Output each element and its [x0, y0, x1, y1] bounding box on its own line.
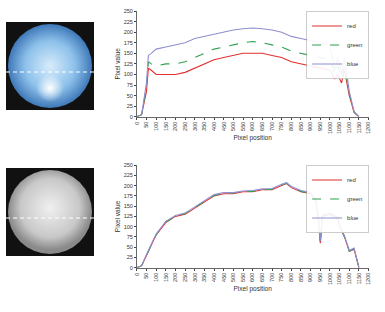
svg-text:450: 450 — [221, 273, 227, 282]
svg-text:250: 250 — [124, 162, 133, 168]
svg-text:50: 50 — [127, 244, 133, 250]
svg-text:50: 50 — [143, 122, 149, 128]
svg-text:Pixel position: Pixel position — [234, 285, 273, 293]
svg-text:Pixel value: Pixel value — [114, 48, 121, 80]
svg-text:450: 450 — [221, 122, 227, 131]
svg-text:700: 700 — [269, 122, 275, 131]
svg-text:50: 50 — [127, 93, 133, 99]
svg-text:1050: 1050 — [336, 122, 342, 134]
svg-text:750: 750 — [278, 273, 284, 282]
svg-text:100: 100 — [124, 224, 133, 230]
svg-text:blue: blue — [347, 61, 359, 67]
svg-text:400: 400 — [211, 273, 217, 282]
svg-text:blue: blue — [347, 215, 359, 221]
svg-text:0: 0 — [134, 122, 140, 125]
svg-text:250: 250 — [182, 122, 188, 131]
svg-text:800: 800 — [288, 273, 294, 282]
svg-text:200: 200 — [124, 183, 133, 189]
svg-text:150: 150 — [124, 50, 133, 56]
svg-text:red: red — [347, 177, 356, 183]
svg-text:75: 75 — [127, 234, 133, 240]
svg-text:900: 900 — [307, 273, 313, 282]
svg-text:125: 125 — [124, 61, 133, 67]
svg-text:125: 125 — [124, 213, 133, 219]
svg-text:25: 25 — [127, 103, 133, 109]
svg-text:550: 550 — [240, 273, 246, 282]
svg-text:green: green — [347, 196, 362, 202]
svg-text:225: 225 — [124, 172, 133, 178]
svg-text:0: 0 — [130, 114, 133, 120]
svg-text:900: 900 — [307, 122, 313, 131]
svg-text:800: 800 — [288, 122, 294, 131]
svg-text:250: 250 — [182, 273, 188, 282]
svg-text:200: 200 — [172, 122, 178, 131]
svg-text:200: 200 — [124, 29, 133, 35]
svg-text:0: 0 — [130, 265, 133, 271]
svg-text:0: 0 — [134, 273, 140, 276]
svg-text:400: 400 — [211, 122, 217, 131]
svg-text:250: 250 — [124, 8, 133, 14]
svg-text:1200: 1200 — [365, 273, 371, 285]
svg-text:225: 225 — [124, 19, 133, 25]
svg-text:300: 300 — [192, 122, 198, 131]
svg-text:1100: 1100 — [346, 122, 352, 134]
svg-text:600: 600 — [249, 122, 255, 131]
svg-text:25: 25 — [127, 254, 133, 260]
svg-text:150: 150 — [124, 203, 133, 209]
svg-text:50: 50 — [143, 273, 149, 279]
svg-text:100: 100 — [124, 71, 133, 77]
svg-text:red: red — [347, 23, 356, 29]
svg-text:650: 650 — [259, 122, 265, 131]
svg-text:500: 500 — [230, 273, 236, 282]
svg-text:150: 150 — [163, 122, 169, 131]
svg-text:150: 150 — [163, 273, 169, 282]
svg-text:850: 850 — [298, 273, 304, 282]
svg-text:75: 75 — [127, 82, 133, 88]
svg-text:950: 950 — [317, 122, 323, 131]
svg-text:1100: 1100 — [346, 273, 352, 285]
svg-text:Pixel value: Pixel value — [114, 200, 121, 232]
svg-text:100: 100 — [153, 122, 159, 131]
svg-text:550: 550 — [240, 122, 246, 131]
svg-text:350: 350 — [201, 273, 207, 282]
svg-text:950: 950 — [317, 273, 323, 282]
svg-text:650: 650 — [259, 273, 265, 282]
svg-text:1200: 1200 — [365, 122, 371, 134]
svg-text:Pixel position: Pixel position — [234, 134, 273, 142]
svg-text:green: green — [347, 42, 362, 48]
svg-text:850: 850 — [298, 122, 304, 131]
svg-text:700: 700 — [269, 273, 275, 282]
svg-text:1150: 1150 — [356, 122, 362, 134]
svg-text:1000: 1000 — [327, 122, 333, 134]
svg-text:200: 200 — [172, 273, 178, 282]
svg-text:350: 350 — [201, 122, 207, 131]
svg-text:1050: 1050 — [336, 273, 342, 285]
svg-text:600: 600 — [249, 273, 255, 282]
svg-text:750: 750 — [278, 122, 284, 131]
svg-text:300: 300 — [192, 273, 198, 282]
svg-text:100: 100 — [153, 273, 159, 282]
svg-text:1000: 1000 — [327, 273, 333, 285]
svg-text:175: 175 — [124, 193, 133, 199]
svg-text:175: 175 — [124, 40, 133, 46]
svg-text:500: 500 — [230, 122, 236, 131]
svg-text:1150: 1150 — [356, 273, 362, 285]
